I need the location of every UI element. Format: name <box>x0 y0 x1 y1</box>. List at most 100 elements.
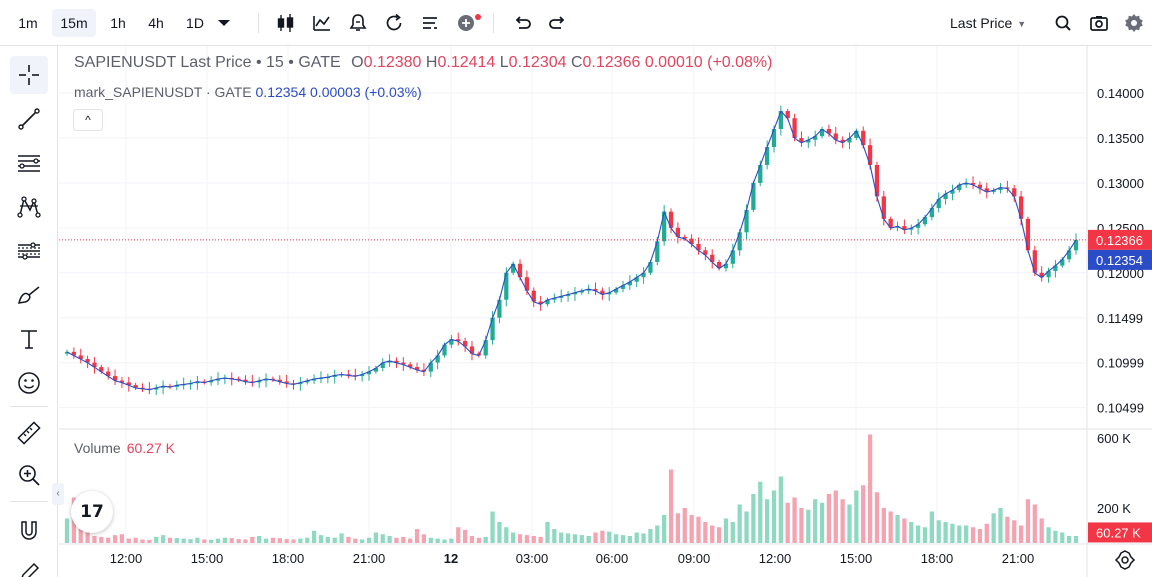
undo-icon[interactable] <box>510 11 534 35</box>
high-value: 0.12414 <box>437 54 496 71</box>
candle-body <box>668 211 674 228</box>
pattern-icon[interactable] <box>10 188 48 226</box>
volume-bar <box>1039 518 1044 543</box>
chart-area[interactable]: 0.14000 0.13500 0.13000 0.12500 0.12000 0.114… <box>59 46 1152 577</box>
collapse-legend-button[interactable]: ^ <box>73 109 103 131</box>
time-tick-label: 12 <box>444 551 458 566</box>
gear-icon[interactable] <box>1122 11 1146 35</box>
volume-bar <box>524 535 530 543</box>
volume-bar <box>943 522 948 543</box>
templates-icon[interactable] <box>418 11 442 35</box>
candle-body <box>64 351 70 354</box>
search-icon[interactable] <box>1051 11 1075 35</box>
candle-body <box>449 339 454 345</box>
candle-body <box>1018 196 1024 219</box>
volume-bar <box>572 534 578 543</box>
ruler-icon[interactable] <box>10 414 48 452</box>
replay-icon[interactable] <box>382 11 406 35</box>
volume-bar <box>792 497 797 543</box>
interval-dropdown-icon[interactable] <box>212 11 236 35</box>
volume-bar <box>785 502 790 543</box>
volume-bar <box>895 515 900 543</box>
mark-symbol: mark_SAPIENUSDT · GATE <box>74 84 252 100</box>
volume-bar <box>696 516 701 543</box>
volume-bar <box>1067 536 1072 543</box>
interval-4h[interactable]: 4h <box>148 15 164 31</box>
volume-bar <box>799 508 804 543</box>
candle-body <box>826 129 832 134</box>
volume-bar <box>497 522 502 543</box>
trend-line-icon[interactable] <box>10 100 48 138</box>
interval-15m[interactable]: 15m <box>52 9 96 37</box>
volume-bar <box>998 508 1003 543</box>
candles-icon[interactable] <box>274 11 298 35</box>
price-tick-label: 0.14000 <box>1097 86 1144 101</box>
add-icon[interactable] <box>454 11 478 35</box>
redo-icon[interactable] <box>546 11 570 35</box>
chart-settings-icon[interactable] <box>1114 549 1136 571</box>
prediction-icon[interactable] <box>10 232 48 270</box>
volume-bar <box>744 511 749 543</box>
emoji-icon[interactable] <box>10 364 48 402</box>
candle-body <box>428 362 433 372</box>
candle-body <box>565 294 571 297</box>
volume-bar <box>257 536 262 543</box>
volume-bar <box>641 533 646 543</box>
text-icon[interactable] <box>10 320 48 358</box>
volume-bar <box>119 534 125 543</box>
candle-body <box>298 382 303 385</box>
price-type-select[interactable]: Last Price ▼ <box>950 9 1026 37</box>
candle-body <box>215 378 221 381</box>
indicators-icon[interactable] <box>310 11 334 35</box>
tradingview-logo[interactable]: 17 <box>71 491 113 533</box>
zoom-in-icon[interactable] <box>10 456 48 494</box>
candle-body <box>1012 188 1017 197</box>
brush-icon[interactable] <box>10 276 48 314</box>
volume-bar <box>813 499 818 543</box>
candle-body <box>462 341 468 347</box>
crosshair-icon[interactable] <box>10 56 48 94</box>
chevron-up-icon: ^ <box>85 113 91 127</box>
candle-body <box>998 187 1003 191</box>
candle-body <box>1032 250 1037 273</box>
candle-body <box>744 209 749 233</box>
volume-bar <box>559 532 564 543</box>
candle-body <box>902 226 907 230</box>
volume-bar <box>311 530 317 543</box>
sidebar-divider <box>10 501 48 502</box>
interval-1h[interactable]: 1h <box>110 15 126 31</box>
candle-body <box>593 288 598 291</box>
volume-bar <box>428 537 433 543</box>
candle-body <box>277 379 282 382</box>
volume-bar <box>154 536 159 543</box>
alert-icon[interactable] <box>346 11 370 35</box>
volume-bar <box>806 509 811 543</box>
candle-body <box>305 380 310 383</box>
scroll-left-icon[interactable]: ‹ <box>52 483 64 505</box>
volume-bar <box>92 536 97 543</box>
volume-bar <box>346 536 351 543</box>
volume-bar <box>771 490 777 543</box>
magnet-icon[interactable] <box>10 512 48 550</box>
volume-bar <box>373 532 379 543</box>
candle-body <box>600 290 605 295</box>
symbol-title: SAPIENUSDT Last Price • 15 • GATE <box>74 54 341 71</box>
high-label: H <box>425 54 438 71</box>
pencil-lock-icon[interactable] <box>10 554 48 577</box>
last-price-label-bg <box>1088 229 1152 250</box>
volume-bar <box>160 535 166 543</box>
fib-icon[interactable] <box>10 144 48 182</box>
volume-bar <box>922 527 928 543</box>
candle-body <box>311 378 317 381</box>
candle-body <box>538 301 543 305</box>
candle-body <box>209 380 214 383</box>
candle-body <box>531 290 536 302</box>
notification-dot <box>475 14 481 20</box>
candle-body <box>703 250 708 255</box>
interval-1d[interactable]: 1D <box>186 15 204 31</box>
camera-icon[interactable] <box>1087 11 1111 35</box>
price-chart[interactable]: 0.140000.135000.130000.125000.120000.114… <box>59 46 1152 577</box>
interval-1m[interactable]: 1m <box>18 15 38 31</box>
price-tick-label: 0.13000 <box>1097 176 1144 191</box>
candle-body <box>861 130 866 146</box>
